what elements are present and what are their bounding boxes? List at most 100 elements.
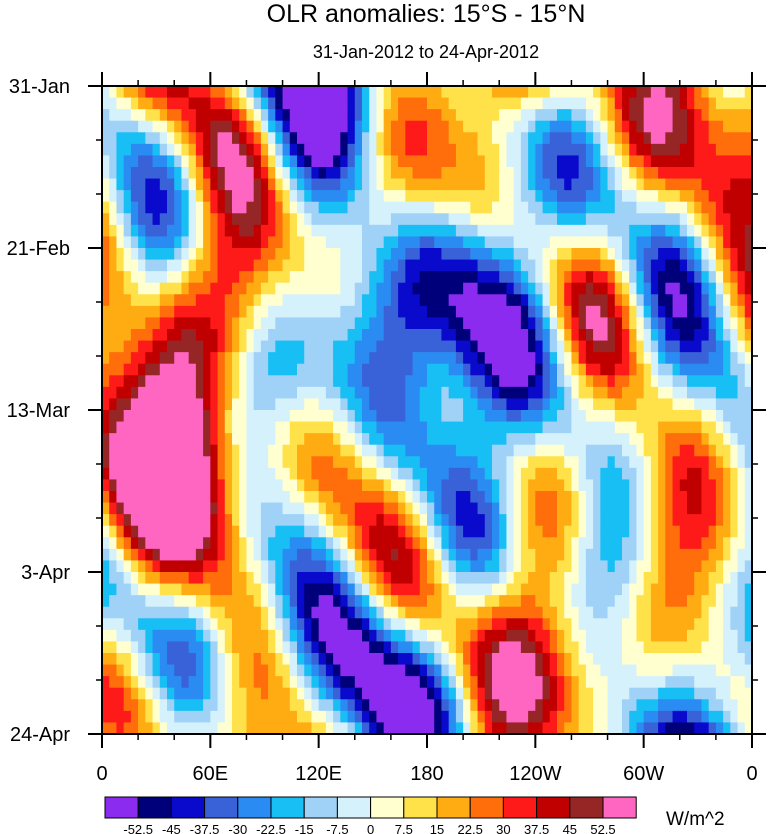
field-cell — [557, 548, 565, 562]
field-cell — [282, 618, 291, 631]
field-cell — [650, 479, 659, 492]
field-cell — [578, 386, 587, 400]
field-cell — [152, 595, 161, 608]
field-cell — [658, 317, 666, 330]
field-cell — [123, 363, 132, 376]
field-cell — [398, 421, 406, 434]
field-cell — [311, 236, 320, 249]
field-cell — [427, 340, 435, 353]
field-cell — [275, 722, 284, 734]
field-cell — [513, 340, 522, 353]
field-cell — [484, 410, 493, 423]
field-cell — [455, 456, 464, 469]
field-cell — [318, 190, 327, 203]
field-cell — [463, 155, 471, 168]
field-cell — [520, 155, 529, 168]
field-cell — [390, 294, 399, 307]
field-cell — [304, 502, 313, 515]
field-cell — [376, 282, 385, 295]
field-cell — [585, 143, 594, 157]
field-cell — [614, 479, 623, 492]
field-cell — [708, 236, 717, 249]
field-cell — [203, 340, 211, 353]
field-cell — [730, 502, 739, 515]
field-cell — [419, 236, 428, 249]
field-cell — [542, 456, 551, 469]
field-cell — [123, 155, 132, 168]
field-cell — [297, 676, 305, 689]
field-cell — [289, 722, 298, 734]
field-cell — [275, 224, 284, 238]
field-cell — [549, 120, 558, 133]
field-cell — [715, 502, 724, 515]
field-cell — [528, 97, 536, 110]
field-cell — [593, 421, 601, 434]
field-cell — [463, 213, 471, 226]
field-cell — [643, 86, 652, 99]
field-cell — [145, 641, 154, 654]
field-cell — [607, 502, 616, 515]
field-cell — [398, 143, 406, 157]
field-cell — [557, 294, 565, 307]
field-cell — [405, 236, 414, 249]
field-cell — [123, 467, 132, 481]
field-cell — [665, 687, 674, 700]
field-cell — [347, 618, 356, 631]
field-cell — [333, 294, 341, 307]
field-cell — [405, 97, 414, 110]
field-cell — [130, 583, 139, 596]
field-cell — [333, 155, 341, 168]
field-cell — [167, 687, 175, 700]
field-cell — [463, 282, 471, 295]
field-cell — [470, 248, 479, 261]
field-cell — [571, 155, 580, 168]
field-cell — [535, 595, 544, 608]
field-cell — [123, 201, 132, 214]
field-cell — [282, 190, 291, 203]
field-cell — [578, 444, 587, 457]
field-cell — [239, 132, 248, 145]
field-cell — [268, 722, 276, 734]
field-cell — [304, 664, 313, 677]
field-cell — [145, 363, 154, 376]
field-cell — [217, 282, 226, 295]
field-cell — [159, 444, 168, 457]
field-cell — [455, 259, 464, 272]
field-cell — [325, 271, 334, 284]
field-cell — [333, 178, 341, 191]
field-cell — [390, 86, 399, 99]
field-cell — [593, 410, 601, 423]
field-cell — [282, 548, 291, 562]
field-cell — [687, 109, 695, 122]
field-cell — [528, 375, 536, 388]
field-cell — [730, 305, 739, 319]
field-cell — [585, 375, 594, 388]
field-cell — [325, 595, 334, 608]
field-cell — [636, 433, 645, 446]
field-cell — [448, 548, 457, 562]
field-cell — [390, 444, 399, 457]
field-cell — [694, 329, 703, 342]
field-cell — [232, 248, 240, 261]
field-cell — [102, 687, 110, 700]
field-cell — [622, 329, 630, 342]
field-cell — [181, 595, 190, 608]
field-cell — [535, 213, 544, 226]
field-cell — [499, 525, 508, 538]
field-cell — [679, 653, 688, 666]
field-cell — [708, 676, 717, 689]
field-cell — [730, 97, 739, 110]
field-cell — [362, 398, 370, 411]
field-cell — [398, 722, 406, 734]
field-cell — [159, 86, 168, 99]
field-cell — [578, 294, 587, 307]
field-cell — [138, 224, 146, 238]
field-cell — [224, 259, 233, 272]
field-cell — [492, 201, 500, 214]
field-cell — [260, 386, 269, 400]
field-cell — [109, 386, 118, 400]
field-cell — [593, 572, 601, 585]
field-cell — [600, 86, 609, 99]
field-cell — [520, 213, 529, 226]
field-cell — [672, 618, 681, 631]
